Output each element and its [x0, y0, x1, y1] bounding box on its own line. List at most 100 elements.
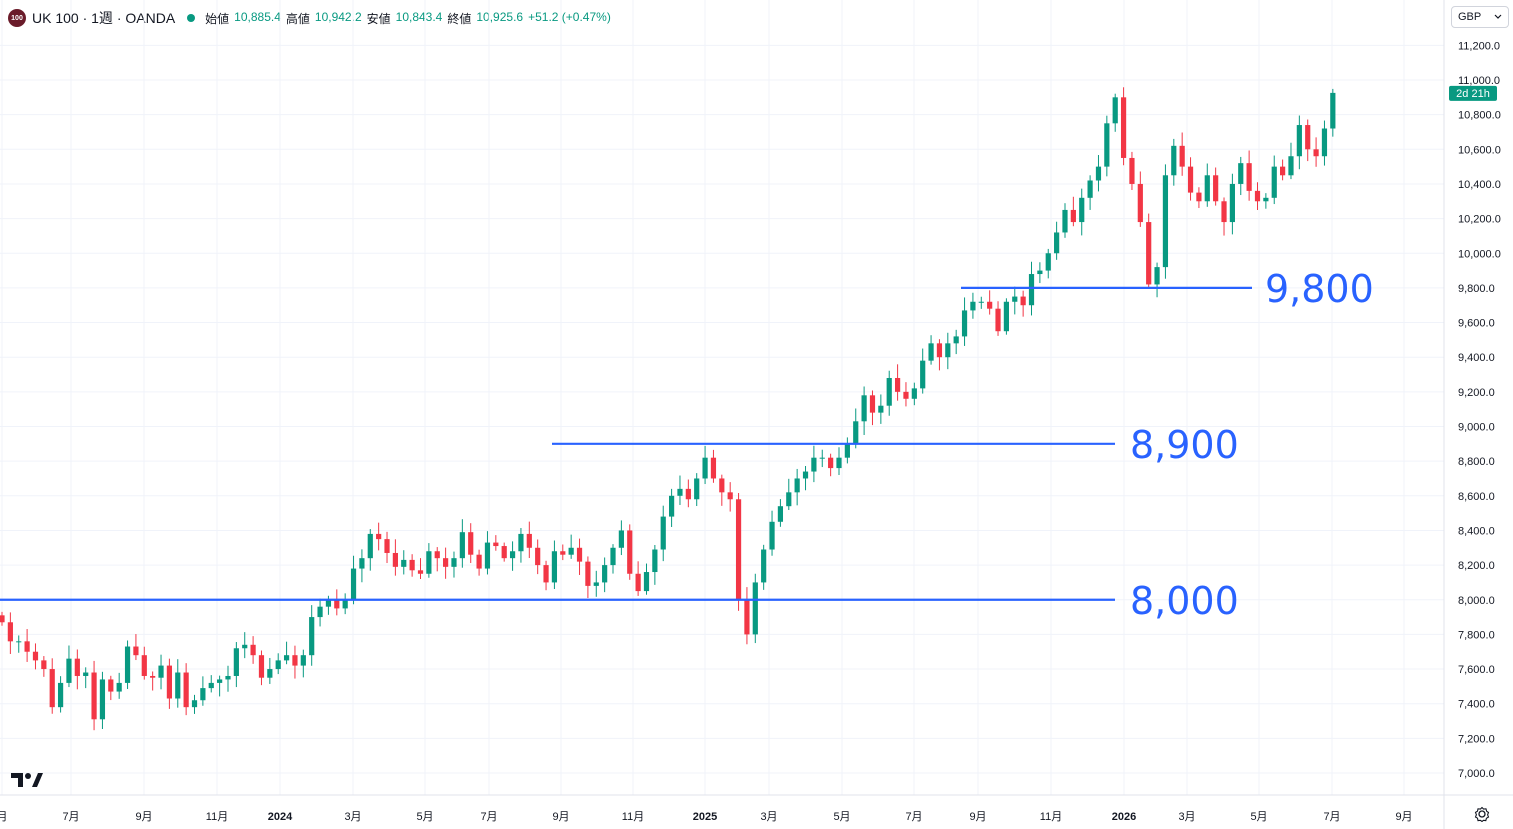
candle-body	[493, 542, 499, 547]
candle-body	[1330, 92, 1336, 129]
tradingview-logo-icon[interactable]	[11, 771, 43, 789]
ohlc-low-label: 安値	[366, 11, 391, 26]
candle-body	[576, 547, 583, 562]
candle-body	[894, 377, 901, 392]
candle-body	[283, 655, 290, 661]
candle-body	[928, 343, 934, 361]
candle-body	[1271, 166, 1277, 198]
y-tick-label: 7,200.0	[1458, 733, 1495, 745]
candle-body	[1112, 97, 1118, 124]
candle-body	[7, 622, 13, 642]
countdown-label: 2d 21h	[1456, 88, 1490, 100]
candle-body	[501, 546, 507, 559]
x-tick-label: 9月	[1395, 811, 1412, 823]
candle-body	[225, 675, 231, 680]
candle-body	[1238, 163, 1244, 184]
candle-body	[292, 655, 298, 666]
y-tick-label: 7,400.0	[1458, 699, 1495, 711]
y-tick-label: 9,600.0	[1458, 318, 1495, 330]
candle-body	[970, 301, 976, 311]
candle-body	[861, 395, 867, 422]
y-tick-label: 7,600.0	[1458, 664, 1495, 676]
candle-body	[468, 532, 474, 555]
y-tick-label: 8,200.0	[1458, 560, 1495, 572]
candle-body	[317, 606, 323, 618]
candle-body	[1070, 209, 1076, 223]
x-tick-label: 9月	[969, 811, 986, 823]
candle-body	[735, 499, 742, 600]
candle-body	[208, 682, 214, 689]
candle-body	[242, 644, 248, 649]
x-tick-label: 7月	[1323, 811, 1340, 823]
candle-body	[342, 599, 348, 609]
candle-body	[1305, 125, 1311, 150]
candle-body	[903, 391, 909, 399]
candle-body	[844, 443, 850, 458]
x-tick-label: 2025	[693, 811, 717, 823]
y-tick-label: 7,800.0	[1458, 629, 1495, 641]
settings-icon[interactable]	[1474, 806, 1490, 822]
candle-body	[191, 700, 198, 708]
candle-body	[150, 675, 156, 678]
candle-body	[920, 360, 926, 389]
y-tick-label: 10,800.0	[1458, 110, 1501, 122]
candle-body	[359, 558, 365, 569]
candle-body	[551, 551, 558, 583]
y-tick-label: 10,000.0	[1458, 248, 1501, 260]
candle-body	[777, 506, 784, 522]
candle-body	[752, 582, 758, 635]
y-tick-label: 9,000.0	[1458, 422, 1495, 434]
candle-body	[945, 343, 951, 358]
candle-body	[1154, 267, 1160, 285]
ohlc-open-value: 10,885.4	[234, 9, 281, 24]
candle-body	[936, 343, 943, 358]
candle-body	[1079, 197, 1085, 223]
candle-body	[635, 573, 641, 592]
candle-body	[878, 405, 884, 413]
candle-body	[1187, 166, 1194, 193]
candle-body	[275, 660, 281, 670]
candle-body	[761, 549, 767, 583]
x-tick-label: 7月	[480, 811, 497, 823]
candle-body	[1288, 156, 1294, 176]
y-tick-label: 8,400.0	[1458, 525, 1495, 537]
price-change: +51.2 (+0.47%)	[528, 9, 611, 24]
candle-body	[183, 672, 189, 708]
candle-body	[995, 308, 1001, 332]
candle-body	[869, 395, 876, 413]
candle-body	[811, 457, 817, 472]
candle-body	[886, 377, 892, 406]
candle-body	[41, 660, 47, 670]
candle-body	[509, 551, 516, 559]
candle-body	[443, 558, 449, 567]
x-tick-label: 月	[0, 811, 8, 823]
candle-body	[1137, 183, 1143, 223]
candle-body	[459, 532, 465, 559]
candle-body	[434, 551, 440, 559]
candle-body	[350, 568, 357, 600]
level-label: 8,000	[1130, 579, 1239, 623]
candle-body	[66, 658, 72, 683]
candle-body	[267, 669, 273, 678]
x-tick-label: 5月	[1250, 811, 1267, 823]
candle-body	[417, 570, 424, 574]
x-tick-label: 2026	[1112, 811, 1136, 823]
candle-body	[710, 457, 717, 479]
candle-body	[1179, 145, 1185, 167]
currency-selector[interactable]: GBP	[1451, 6, 1509, 28]
symbol-title[interactable]: UK 100 · 1週 · OANDA	[32, 10, 176, 26]
candle-body	[1037, 270, 1043, 275]
candle-body	[175, 672, 181, 699]
ohlc-readout: 始値 10,885.4 高値 10,942.2 安値 10,843.4 終値 10,92…	[205, 10, 611, 27]
ohlc-high-value: 10,942.2	[314, 9, 362, 24]
x-tick-label: 11月	[206, 811, 228, 823]
candle-body	[233, 648, 239, 676]
x-tick-label: 11月	[622, 811, 644, 823]
candle-body	[1171, 145, 1177, 176]
y-tick-label: 10,200.0	[1458, 214, 1501, 226]
candle-body	[1028, 274, 1035, 306]
candle-body	[1045, 253, 1051, 271]
y-tick-label: 11,000.0	[1458, 75, 1500, 87]
candle-body	[158, 665, 164, 678]
